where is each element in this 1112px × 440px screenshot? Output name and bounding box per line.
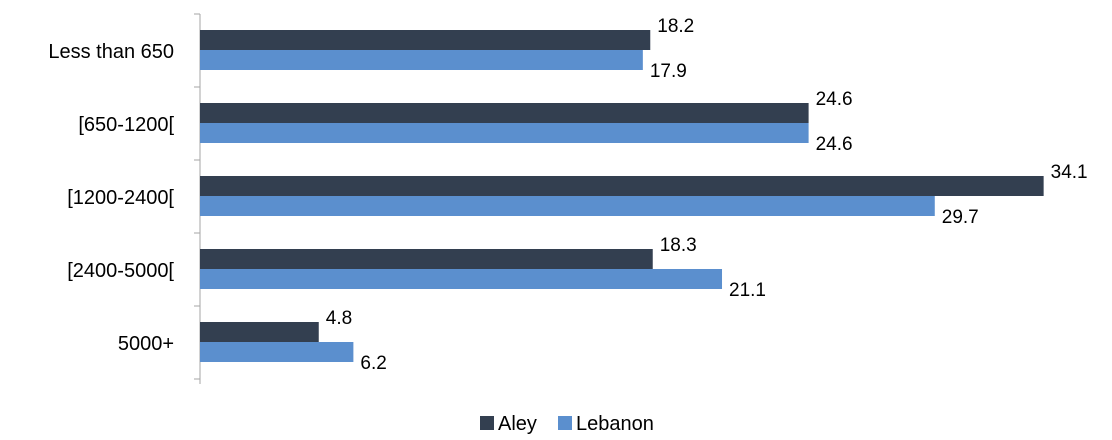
bar-aley: [200, 249, 653, 269]
data-label-lebanon: 6.2: [360, 353, 386, 374]
bar-aley: [200, 30, 651, 50]
data-label-lebanon: 24.6: [816, 134, 853, 155]
legend-label-aley: Aley: [498, 413, 537, 435]
bar-lebanon: [200, 269, 723, 289]
plot-area: Less than 650 18.2 17.9 [650-1200[ 24.6 24.6 […: [48, 13, 1088, 384]
category-label: 5000+: [118, 333, 174, 355]
data-label-aley: 18.3: [660, 235, 697, 256]
data-label-aley: 4.8: [326, 308, 352, 329]
data-label-lebanon: 29.7: [942, 207, 979, 228]
legend-swatch-lebanon: [558, 416, 572, 430]
legend: Aley Lebanon: [480, 413, 654, 435]
legend-label-lebanon: Lebanon: [576, 413, 654, 435]
category-label: Less than 650: [48, 41, 174, 63]
category-label: [650-1200[: [78, 114, 174, 136]
category-label: [2400-5000[: [67, 260, 174, 282]
data-label-lebanon: 17.9: [650, 61, 687, 82]
bar-lebanon: [200, 196, 935, 216]
data-label-aley: 34.1: [1051, 162, 1088, 183]
bar-lebanon: [200, 123, 809, 143]
bar-aley: [200, 103, 809, 123]
data-label-lebanon: 21.1: [729, 280, 766, 301]
bar-lebanon: [200, 50, 643, 70]
category-label: [1200-2400[: [67, 187, 174, 209]
bar-lebanon: [200, 342, 354, 362]
legend-swatch-aley: [480, 416, 494, 430]
bar-aley: [200, 322, 319, 342]
data-label-aley: 24.6: [816, 89, 853, 110]
bar-aley: [200, 176, 1044, 196]
data-label-aley: 18.2: [657, 16, 694, 37]
